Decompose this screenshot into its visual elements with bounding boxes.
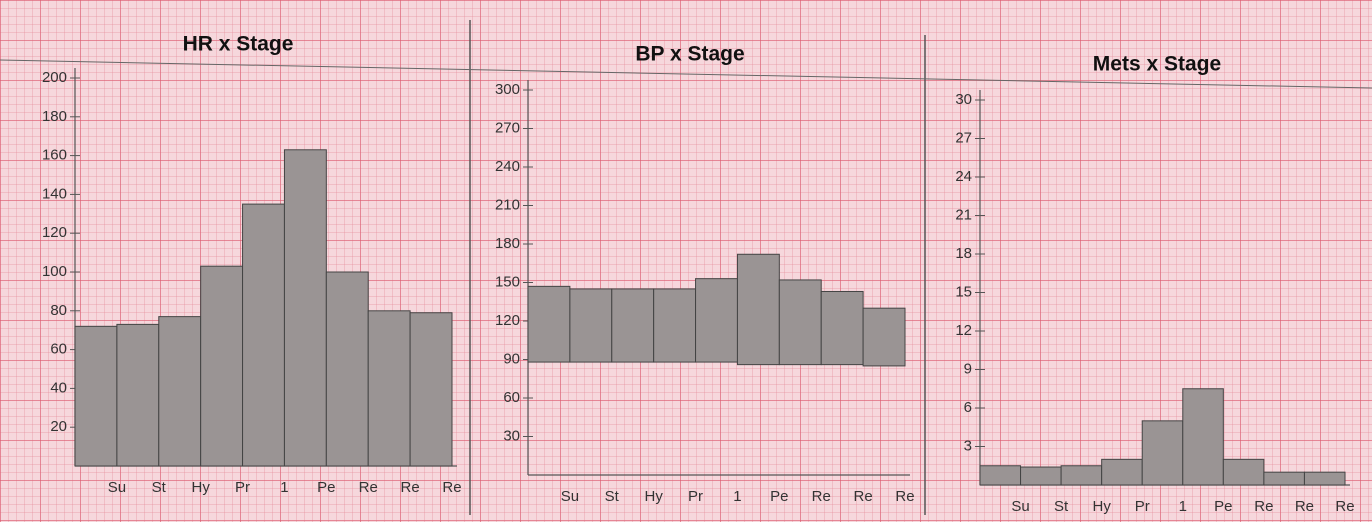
y-tick-label: 200 bbox=[42, 69, 67, 86]
x-tick-label: 1 bbox=[733, 488, 741, 505]
x-tick-label: Pr bbox=[235, 479, 250, 496]
x-tick-label: Re bbox=[401, 479, 420, 496]
bar bbox=[409, 312, 453, 467]
x-tick-label: 1 bbox=[280, 479, 288, 496]
range-bar bbox=[653, 288, 697, 363]
range-bar bbox=[820, 290, 864, 366]
y-tick-label: 3 bbox=[964, 437, 972, 454]
x-tick-label: Re bbox=[854, 488, 873, 505]
y-tick-label: 140 bbox=[42, 185, 67, 202]
y-tick-label: 180 bbox=[42, 108, 67, 125]
x-tick-label: 1 bbox=[1179, 498, 1187, 515]
x-tick-label: Re bbox=[442, 479, 461, 496]
x-tick-label: Pr bbox=[688, 488, 703, 505]
bar bbox=[1182, 388, 1224, 486]
x-tick-label: Pe bbox=[770, 488, 788, 505]
y-tick-label: 60 bbox=[50, 341, 67, 358]
range-bar bbox=[778, 279, 822, 366]
range-bar bbox=[569, 288, 613, 363]
range-bar bbox=[736, 253, 780, 366]
x-tick-label: Su bbox=[108, 479, 126, 496]
bar bbox=[1263, 471, 1305, 486]
y-tick-label: 60 bbox=[503, 389, 520, 406]
x-tick-label: Re bbox=[1335, 498, 1354, 515]
x-tick-label: Re bbox=[359, 479, 378, 496]
y-tick-label: 120 bbox=[495, 312, 520, 329]
range-bar bbox=[862, 307, 906, 367]
bar bbox=[1101, 458, 1143, 486]
y-tick-label: 12 bbox=[955, 322, 972, 339]
bar bbox=[367, 310, 411, 467]
y-tick-label: 30 bbox=[503, 427, 520, 444]
bar bbox=[1020, 466, 1062, 486]
y-tick-label: 27 bbox=[955, 129, 972, 146]
x-tick-label: St bbox=[1054, 498, 1069, 515]
header-rule bbox=[0, 59, 1372, 89]
range-bar bbox=[695, 278, 738, 363]
bar bbox=[74, 325, 118, 467]
x-tick-label: Pe bbox=[1214, 498, 1232, 515]
y-tick-label: 20 bbox=[50, 418, 67, 435]
y-tick-label: 80 bbox=[50, 302, 67, 319]
y-tick-label: 21 bbox=[955, 206, 972, 223]
y-tick-label: 24 bbox=[955, 168, 972, 185]
bar bbox=[1141, 420, 1184, 486]
y-tick-label: 100 bbox=[42, 263, 67, 280]
x-tick-label: Hy bbox=[644, 488, 663, 505]
y-tick-label: 9 bbox=[964, 360, 972, 377]
y-tick-label: 180 bbox=[495, 235, 520, 252]
range-bar bbox=[611, 288, 655, 363]
x-tick-label: Su bbox=[561, 488, 579, 505]
y-tick-label: 15 bbox=[955, 283, 972, 300]
y-tick-label: 18 bbox=[955, 245, 972, 262]
bar bbox=[1303, 471, 1346, 486]
y-tick-label: 90 bbox=[503, 350, 520, 367]
bar bbox=[158, 316, 202, 467]
x-tick-label: Pr bbox=[1135, 498, 1150, 515]
x-tick-label: Re bbox=[895, 488, 914, 505]
x-tick-label: Su bbox=[1011, 498, 1029, 515]
y-tick-label: 120 bbox=[42, 224, 67, 241]
bar bbox=[1222, 458, 1265, 486]
x-tick-label: St bbox=[605, 488, 620, 505]
bar bbox=[1060, 465, 1103, 486]
bar bbox=[283, 149, 327, 467]
y-tick-label: 210 bbox=[495, 196, 520, 213]
x-tick-label: Re bbox=[1254, 498, 1273, 515]
chart-title: BP x Stage bbox=[635, 43, 744, 66]
x-tick-label: Hy bbox=[191, 479, 210, 496]
chart-title: Mets x Stage bbox=[1093, 53, 1221, 76]
y-tick-label: 30 bbox=[955, 91, 972, 108]
x-tick-label: Re bbox=[812, 488, 831, 505]
bar bbox=[116, 323, 160, 467]
y-tick-label: 6 bbox=[964, 399, 972, 416]
x-tick-label: St bbox=[152, 479, 167, 496]
y-tick-label: 300 bbox=[495, 81, 520, 98]
bar bbox=[200, 265, 244, 467]
x-tick-label: Re bbox=[1295, 498, 1314, 515]
chart-title: HR x Stage bbox=[183, 33, 294, 56]
bar bbox=[979, 465, 1022, 486]
y-tick-label: 40 bbox=[50, 379, 67, 396]
y-tick-label: 270 bbox=[495, 119, 520, 136]
range-bar bbox=[527, 285, 571, 363]
y-tick-label: 160 bbox=[42, 147, 67, 164]
y-tick-label: 150 bbox=[495, 273, 520, 290]
x-tick-label: Hy bbox=[1092, 498, 1111, 515]
bar bbox=[242, 203, 285, 467]
y-tick-label: 240 bbox=[495, 158, 520, 175]
x-tick-label: Pe bbox=[317, 479, 335, 496]
bar bbox=[325, 271, 369, 467]
